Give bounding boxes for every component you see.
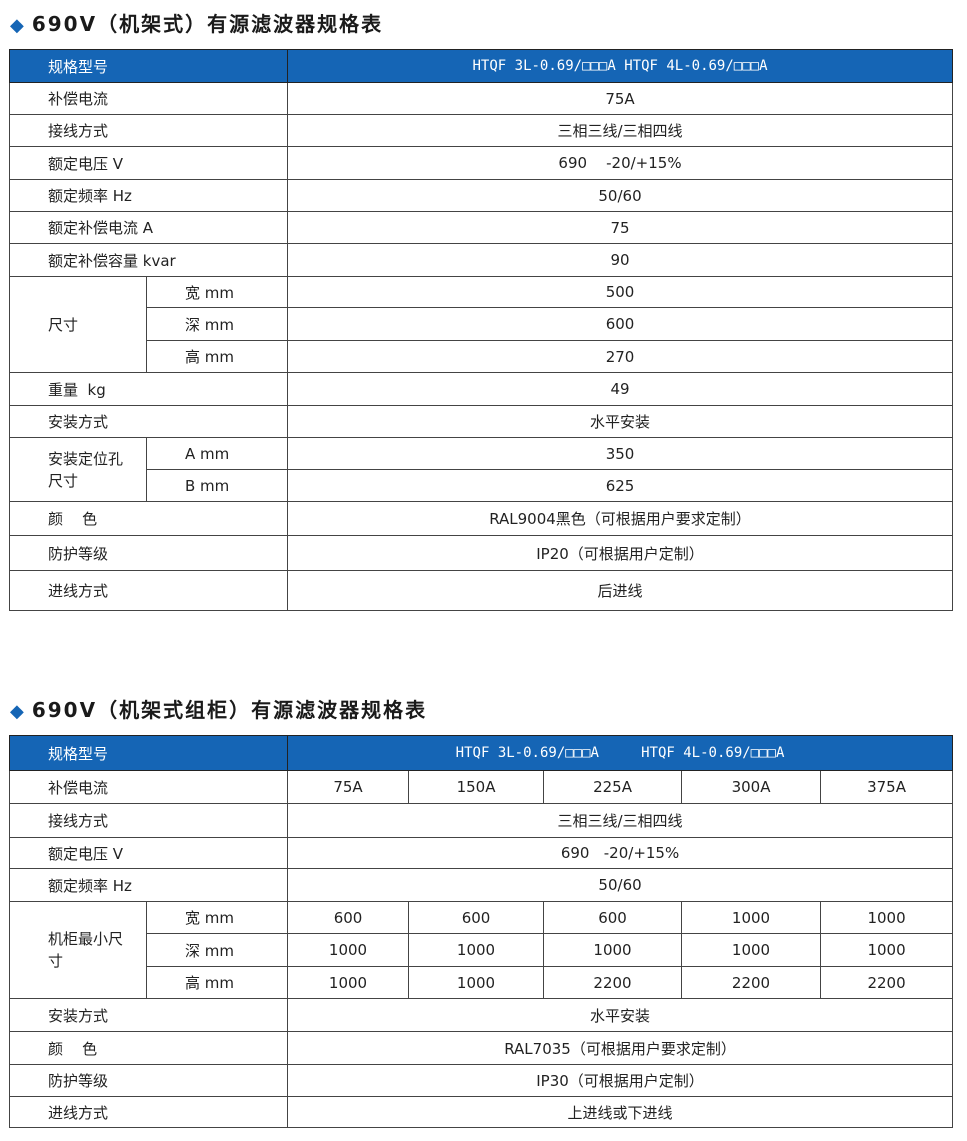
- diamond-icon: ◆: [10, 15, 26, 36]
- model-value: HTQF 3L-0.69/□□□A HTQF 4L-0.69/□□□A: [287, 735, 954, 771]
- row-label: 安装方式: [8, 405, 289, 438]
- row-label: 额定频率 Hz: [8, 179, 289, 212]
- row-label: 额定补偿电流 A: [8, 211, 289, 244]
- row-label: 防护等级: [8, 535, 289, 571]
- model-value: HTQF 3L-0.69/□□□A HTQF 4L-0.69/□□□A: [287, 49, 954, 83]
- row-label: 补偿电流: [8, 82, 289, 115]
- sub-label: 宽 mm: [145, 276, 289, 308]
- cell: 1000: [287, 966, 410, 999]
- row-value: IP30（可根据用户定制）: [287, 1064, 954, 1097]
- cell: 1000: [408, 933, 545, 967]
- table2-title: ◆ 690V（机架式组柜）有源滤波器规格表: [10, 694, 427, 723]
- row-value: 600: [287, 307, 954, 341]
- row-value: 三相三线/三相四线: [287, 803, 954, 838]
- row-value: 90: [287, 243, 954, 277]
- cell: 150A: [408, 770, 545, 804]
- row-value: RAL9004黑色（可根据用户要求定制）: [287, 501, 954, 536]
- cell: 1000: [408, 966, 545, 999]
- row-value: 350: [287, 437, 954, 470]
- row-value: 水平安装: [287, 998, 954, 1032]
- cell: 375A: [820, 770, 954, 804]
- row-value: 三相三线/三相四线: [287, 114, 954, 147]
- row-label: 接线方式: [8, 114, 289, 147]
- cell: 600: [543, 901, 683, 934]
- row-value: IP20（可根据用户定制）: [287, 535, 954, 571]
- cell: 75A: [287, 770, 410, 804]
- cell: 225A: [543, 770, 683, 804]
- row-label: 额定电压 V: [8, 146, 289, 180]
- row-value: 75: [287, 211, 954, 244]
- cabinet-label: 机柜最小尺寸: [9, 901, 147, 999]
- cell: 2200: [681, 966, 822, 999]
- row-value: RAL7035（可根据用户要求定制）: [287, 1031, 954, 1065]
- row-label: 安装方式: [8, 998, 289, 1032]
- row-label: 补偿电流: [8, 770, 289, 804]
- cell: 2200: [543, 966, 683, 999]
- row-label: 颜 色: [8, 1031, 289, 1065]
- sub-label: 高 mm: [145, 340, 289, 373]
- row-value: 水平安装: [287, 405, 954, 438]
- row-label: 防护等级: [8, 1064, 289, 1097]
- row-label: 额定电压 V: [8, 837, 289, 869]
- row-value: 690 -20/+15%: [287, 837, 954, 869]
- sub-label: 高 mm: [145, 966, 289, 999]
- hole-label: 安装定位孔尺寸: [9, 437, 147, 502]
- sub-label: 深 mm: [145, 307, 289, 341]
- row-value: 50/60: [287, 868, 954, 902]
- sub-label: 宽 mm: [145, 901, 289, 934]
- cell: 1000: [543, 933, 683, 967]
- diamond-icon: ◆: [10, 701, 26, 722]
- row-label: 进线方式: [8, 570, 289, 611]
- cell: 1000: [681, 901, 822, 934]
- row-label: 重量 kg: [8, 372, 289, 406]
- table1-title: ◆ 690V（机架式）有源滤波器规格表: [10, 8, 383, 37]
- cell: 300A: [681, 770, 822, 804]
- cell: 2200: [820, 966, 954, 999]
- spec-table-2: 规格型号 HTQF 3L-0.69/□□□A HTQF 4L-0.69/□□□A …: [8, 735, 954, 1128]
- sub-label: B mm: [145, 469, 289, 502]
- model-label: 规格型号: [8, 735, 289, 771]
- row-label: 接线方式: [8, 803, 289, 838]
- cell: 1000: [820, 901, 954, 934]
- sub-label: 深 mm: [145, 933, 289, 967]
- row-value: 270: [287, 340, 954, 373]
- cell: 600: [287, 901, 410, 934]
- row-value: 500: [287, 276, 954, 308]
- cell: 600: [408, 901, 545, 934]
- title-text: 690V（机架式）有源滤波器规格表: [31, 12, 384, 36]
- title-text: 690V（机架式组柜）有源滤波器规格表: [31, 698, 428, 722]
- row-value: 75A: [287, 82, 954, 115]
- row-label: 进线方式: [8, 1096, 289, 1128]
- row-value: 49: [287, 372, 954, 406]
- sub-label: A mm: [145, 437, 289, 470]
- cell: 1000: [820, 933, 954, 967]
- row-label: 颜 色: [8, 501, 289, 536]
- cell: 1000: [287, 933, 410, 967]
- row-value: 后进线: [287, 570, 954, 611]
- model-label: 规格型号: [8, 49, 289, 83]
- size-label: 尺寸: [9, 276, 147, 373]
- row-value: 690 -20/+15%: [287, 146, 954, 180]
- row-value: 上进线或下进线: [287, 1096, 954, 1128]
- row-label: 额定频率 Hz: [8, 868, 289, 902]
- cell: 1000: [681, 933, 822, 967]
- row-value: 50/60: [287, 179, 954, 212]
- spec-table-1: 规格型号 HTQF 3L-0.69/□□□A HTQF 4L-0.69/□□□A …: [8, 49, 954, 611]
- row-label: 额定补偿容量 kvar: [8, 243, 289, 277]
- row-value: 625: [287, 469, 954, 502]
